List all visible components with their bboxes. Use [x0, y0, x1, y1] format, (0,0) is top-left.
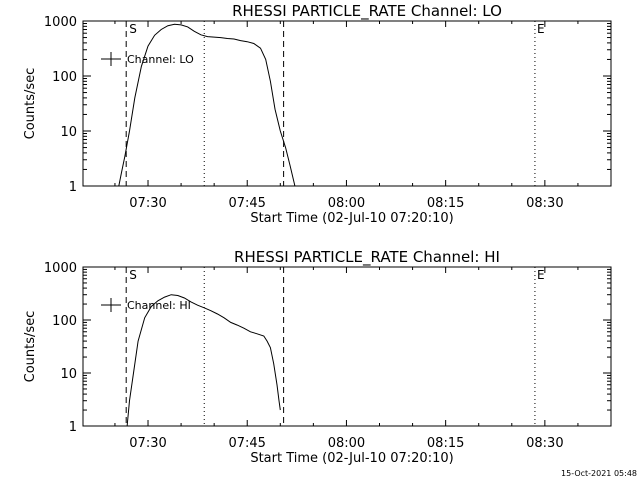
- y-tick-label: 10: [60, 125, 77, 140]
- y-tick-label: 100: [52, 70, 77, 85]
- end-marker: E: [537, 268, 545, 282]
- x-tick-label: 08:30: [526, 436, 563, 451]
- end-marker: E: [537, 22, 545, 36]
- chart-title: RHESSI PARTICLE_RATE Channel: LO: [232, 2, 502, 21]
- chart-title: RHESSI PARTICLE_RATE Channel: HI: [234, 248, 500, 267]
- series-line-channel-lo: [118, 23, 296, 186]
- chart-panel-lo: RHESSI PARTICLE_RATE Channel: LO 07:30 07:…: [23, 2, 612, 226]
- x-tick-label: 07:45: [228, 196, 265, 211]
- start-marker: S: [129, 268, 137, 282]
- y-tick-label: 1: [69, 180, 77, 195]
- x-axis-label: Start Time (02-Jul-10 07:20:10): [250, 451, 453, 466]
- x-tick-label: 08:15: [427, 436, 464, 451]
- y-tick-label: 1000: [44, 15, 77, 30]
- x-tick-label: 08:30: [526, 196, 563, 211]
- x-tick-label: 08:00: [328, 436, 365, 451]
- y-axis-label: Counts/sec: [23, 311, 38, 383]
- y-tick-label: 10: [60, 367, 77, 382]
- x-tick-label: 07:45: [228, 436, 265, 451]
- chart-panel-hi: RHESSI PARTICLE_RATE Channel: HI 07:30 07:…: [23, 248, 612, 466]
- legend-label: Channel: HI: [127, 299, 191, 312]
- legend-label: Channel: LO: [127, 53, 194, 66]
- x-tick-label: 07:30: [129, 436, 166, 451]
- y-tick-label: 1: [69, 420, 77, 435]
- timestamp-label: 15-Oct-2021 05:48: [561, 469, 637, 478]
- y-axis-label: Counts/sec: [23, 68, 38, 140]
- plot-frame: [82, 266, 612, 427]
- y-tick-label: 100: [52, 314, 77, 329]
- series-line-channel-hi: [126, 294, 281, 426]
- x-tick-label: 08:15: [427, 196, 464, 211]
- y-tick-label: 1000: [44, 261, 77, 276]
- start-marker: S: [129, 22, 137, 36]
- x-tick-label: 08:00: [328, 196, 365, 211]
- x-axis-label: Start Time (02-Jul-10 07:20:10): [250, 211, 453, 226]
- plot-frame: [82, 20, 612, 187]
- x-tick-label: 07:30: [129, 196, 166, 211]
